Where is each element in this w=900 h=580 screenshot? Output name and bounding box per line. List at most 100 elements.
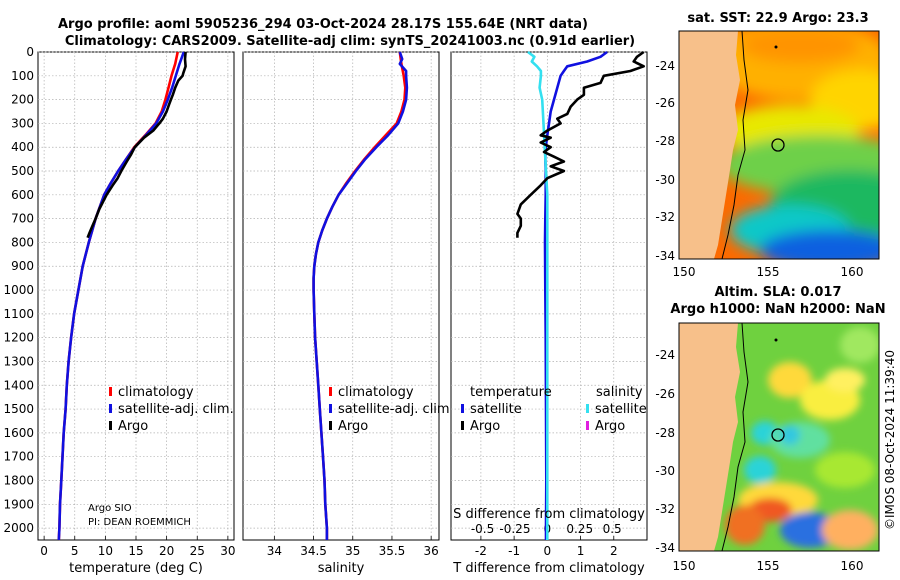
depth-tick-label: 100: [11, 69, 34, 83]
salinity-legend: climatology satellite-adj. clim. Argo: [329, 385, 454, 434]
land-mask: [679, 323, 740, 551]
depth-tick-label: 1600: [3, 426, 34, 440]
sst-map-image: [679, 31, 879, 259]
temperature-xlabel: temperature (deg C): [69, 561, 203, 576]
depth-tick-label: 200: [11, 93, 34, 107]
legend-argo-label: Argo: [338, 419, 368, 434]
credit-line2: PI: DEAN ROEMMICH: [88, 517, 191, 528]
salinity-axes-box: [242, 51, 440, 541]
salinity-grid: [243, 51, 439, 540]
x-tick-label: 20: [159, 544, 174, 558]
legend-t-satellite-marker: [461, 404, 464, 413]
x-tick-label: 25: [190, 544, 205, 558]
sla-map-title-line2: Argo h1000: NaN h2000: NaN: [670, 302, 885, 317]
legend-argo-label: Argo: [118, 419, 148, 434]
x-tick-label: 0: [40, 544, 48, 558]
credit-line1: Argo SIO: [88, 503, 132, 514]
s-difference-label: S difference from climatology: [453, 507, 645, 522]
depth-tick-label: 1200: [3, 331, 34, 345]
difference-series: [516, 50, 646, 540]
x-tick-label: 10: [98, 544, 113, 558]
depth-tick-label: 1300: [3, 354, 34, 368]
depth-tick-label: 1100: [3, 307, 34, 321]
legend-satellite-marker: [109, 404, 112, 413]
x-tick-label: 30: [220, 544, 235, 558]
temperature-series: [57, 51, 187, 541]
temperature-x-ticks: 0 5 10 15 20 25 30: [40, 536, 236, 558]
difference-x-ticks: -2 -1 0 1 2: [475, 536, 618, 558]
timestamp: ©IMOS 08-Oct-2024 11:39:40: [883, 350, 897, 530]
svg-text:-30: -30: [655, 464, 675, 478]
legend-t-argo-marker: [461, 421, 464, 430]
svg-text:-34: -34: [655, 541, 675, 555]
svg-text:-30: -30: [655, 173, 675, 187]
svg-text:160: 160: [841, 559, 864, 573]
depth-tick-label: 300: [11, 116, 34, 130]
legend-temperature-title: temperature: [470, 385, 552, 400]
x-tick-label: 1: [577, 544, 585, 558]
land-mask: [679, 31, 740, 259]
salinity-panel: 34 34.5 35 35.5 36 salinity climatology sate…: [242, 51, 454, 576]
x-tick-label: 15: [128, 544, 143, 558]
sla-map-image: [679, 323, 879, 551]
legend-climatology-label: climatology: [118, 385, 194, 400]
sst-map-panel: sat. SST: 22.9 Argo: 23.3 -24 -26 -28 -: [655, 11, 880, 279]
x-tick-label: 5: [71, 544, 79, 558]
depth-tick-labels: 0 100 200 300 400 500 600 700 800 900 1000 1100 1200…: [3, 45, 34, 535]
sst-map-frame: [678, 30, 880, 260]
figure-title-line1: Argo profile: aoml 5905236_294 03-Oct-20…: [58, 17, 588, 32]
svg-text:155: 155: [757, 265, 780, 279]
x-tick-label: 36: [424, 544, 439, 558]
s-tick-label: 0.5: [603, 522, 622, 536]
sst-map-x-ticks: 150 155 160: [673, 265, 864, 279]
svg-text:-28: -28: [655, 134, 675, 148]
x-tick-label: 35: [345, 544, 360, 558]
depth-tick-label: 500: [11, 164, 34, 178]
sst-map-y-ticks: -24 -26 -28 -30 -32 -34: [655, 59, 675, 263]
legend-climatology-marker: [109, 387, 112, 396]
s-tick-label: -0.5: [471, 522, 494, 536]
sla-map-x-ticks: 150 155 160: [673, 559, 864, 573]
legend-s-argo-marker: [586, 421, 589, 430]
svg-text:150: 150: [673, 265, 696, 279]
salinity-xlabel: salinity: [318, 561, 365, 576]
depth-tick-label: 700: [11, 212, 34, 226]
x-tick-label: 35.5: [379, 544, 406, 558]
legend-s-satellite-marker: [586, 404, 589, 413]
x-tick-label: 2: [610, 544, 618, 558]
depth-tick-label: 0: [26, 45, 34, 59]
sla-map-y-ticks: -24 -26 -28 -30 -32 -34: [655, 348, 675, 555]
depth-tick-label: 1700: [3, 450, 34, 464]
series-line-satellite-s: [527, 50, 549, 540]
series-line-satellite-adj-clim-: [312, 51, 409, 540]
svg-text:160: 160: [841, 265, 864, 279]
sst-map-title: sat. SST: 22.9 Argo: 23.3: [687, 11, 868, 26]
legend-satellite-label: satellite-adj. clim.: [338, 402, 454, 417]
legend-s-argo-label: Argo: [595, 419, 625, 434]
figure-title-line2: Climatology: CARS2009. Satellite-adj cli…: [65, 34, 635, 49]
depth-tick-label: 800: [11, 235, 34, 249]
x-tick-label: -1: [508, 544, 520, 558]
svg-text:-26: -26: [655, 387, 675, 401]
difference-panel: -2 -1 0 1 2 -0.5 -0.25 0 0.25 0.5 S difference f…: [450, 50, 648, 576]
legend-s-satellite-label: satellite: [595, 402, 647, 417]
coastline-contour: [721, 323, 749, 551]
temperature-grid: [38, 51, 234, 540]
x-tick-label: 34: [267, 544, 282, 558]
legend-argo-marker: [109, 421, 112, 430]
s-tick-label: 0.25: [566, 522, 593, 536]
temperature-panel: 0100200300400500600700800900100011001200…: [3, 45, 235, 576]
legend-argo-marker: [329, 421, 332, 430]
temperature-legend: climatology satellite-adj. clim. Argo: [109, 385, 234, 434]
depth-tick-label: 1400: [3, 378, 34, 392]
x-tick-label: 0: [544, 544, 552, 558]
depth-tick-label: 600: [11, 188, 34, 202]
sla-map-title-line1: Altim. SLA: 0.017: [715, 285, 842, 300]
svg-text:-34: -34: [655, 249, 675, 263]
island-marker: [774, 338, 778, 342]
depth-tick-label: 400: [11, 140, 34, 154]
svg-text:150: 150: [673, 559, 696, 573]
coastline-contour: [721, 31, 749, 259]
depth-tick-label: 1900: [3, 497, 34, 511]
